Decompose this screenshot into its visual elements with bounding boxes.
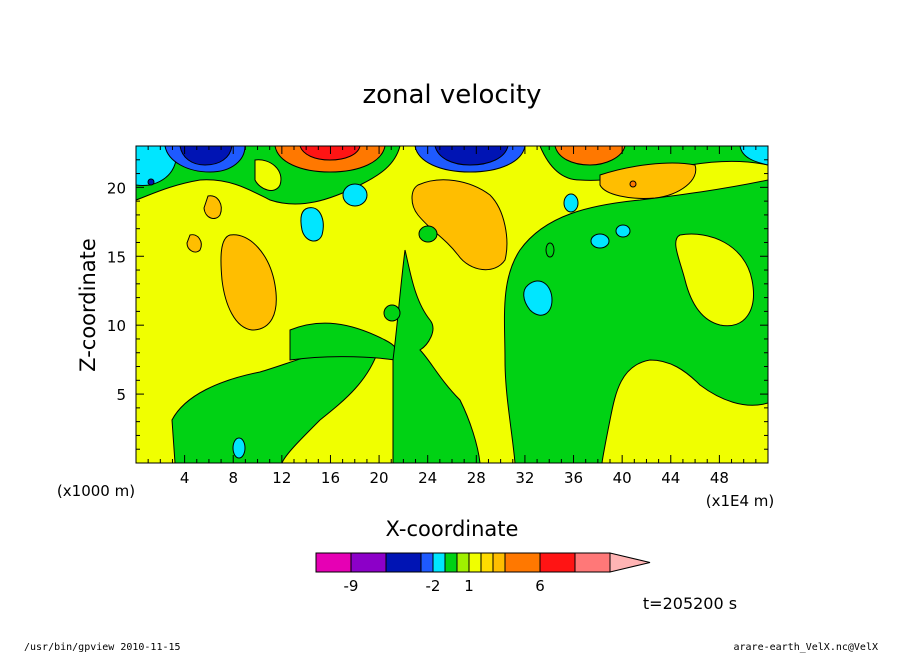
x-tick-label: 16 (321, 469, 340, 487)
field-cyan-cell-3 (523, 280, 553, 316)
colorbar-extend-arrow (609, 552, 651, 573)
colorbar-segment (468, 552, 482, 573)
field-cyan-cell-2 (300, 207, 324, 242)
colorbar-segment (432, 552, 446, 573)
field-green-small-3 (545, 242, 555, 258)
colorbar-tick-label: 1 (464, 577, 474, 595)
colorbar-segment (420, 552, 434, 573)
field-orange-center-lobe (411, 179, 508, 271)
colorbar-tick-label: -2 (426, 577, 441, 595)
y-tick-label: 20 (107, 179, 126, 197)
field-cyan-cell-5 (590, 233, 610, 249)
field-cyan-cell-7 (232, 437, 246, 459)
field-cyan-cell-4 (563, 193, 579, 213)
x-tick-label: 44 (661, 469, 680, 487)
contour-field (136, 146, 768, 463)
colorbar-segment (480, 552, 494, 573)
x-tick-label: 4 (180, 469, 190, 487)
colorbar-segment (504, 552, 541, 573)
x-axis: 4 8 12 16 20 24 28 32 36 40 44 48 (135, 146, 769, 487)
field-green-center-column (392, 249, 481, 463)
colorbar-segment (456, 552, 470, 573)
footer-right: arare-earth_VelX.nc@VelX (734, 642, 879, 653)
x-tick-label: 32 (515, 469, 534, 487)
field-cyan-cell-6 (615, 224, 631, 238)
colorbar-tick-label: -9 (344, 577, 359, 595)
y-axis: 5 10 15 20 (107, 145, 768, 464)
colorbar-tick-label: 6 (535, 577, 545, 595)
field-orange-small-2 (186, 234, 202, 253)
y-tick-label: 15 (107, 248, 126, 266)
time-label: t=205200 s (643, 594, 737, 613)
y-axis-label: Z-coordinate (76, 238, 100, 372)
x-tick-label: 24 (418, 469, 437, 487)
y-tick-label: 10 (107, 317, 126, 335)
field-orange-dot (629, 180, 637, 188)
field-cyan-right-corner (739, 146, 768, 166)
field-green-small-1 (418, 225, 438, 243)
field-orange-small-1 (203, 195, 222, 219)
colorbar-segment (385, 552, 422, 573)
x-tick-label: 8 (228, 469, 238, 487)
footer-left: /usr/bin/gpview 2010-11-15 (24, 642, 181, 653)
field-cyan-cell-1 (342, 183, 368, 207)
y-tick-label: 5 (116, 386, 126, 404)
field-blue-core-left-inner (179, 146, 233, 166)
field-blue-dot (147, 178, 155, 186)
x-tick-label: 12 (272, 469, 291, 487)
field-yellow-right-island (675, 233, 754, 327)
colorbar-segment (350, 552, 387, 573)
colorbar-segment (315, 552, 352, 573)
x-axis-label: X-coordinate (386, 517, 519, 541)
colorbar-segment (574, 552, 611, 573)
field-orange-left-lobe (220, 234, 277, 331)
x-tick-label: 36 (564, 469, 583, 487)
x-tick-label: 20 (370, 469, 389, 487)
x-tick-label: 28 (467, 469, 486, 487)
chart-title: zonal velocity (362, 80, 541, 110)
y-unit-label: (x1000 m) (57, 482, 135, 500)
colorbar-segment (539, 552, 576, 573)
x-tick-label: 40 (613, 469, 632, 487)
colorbar: -9 -2 1 6 (315, 552, 651, 595)
x-unit-label: (x1E4 m) (706, 492, 775, 510)
x-tick-label: 48 (710, 469, 729, 487)
colorbar-segment (492, 552, 506, 573)
field-orange-right-lobe (599, 162, 697, 199)
field-blue-core-center-inner (434, 146, 509, 166)
field-yellow-upper-left-island (254, 159, 282, 191)
colorbar-segment (444, 552, 458, 573)
field-green-small-2 (383, 304, 401, 322)
